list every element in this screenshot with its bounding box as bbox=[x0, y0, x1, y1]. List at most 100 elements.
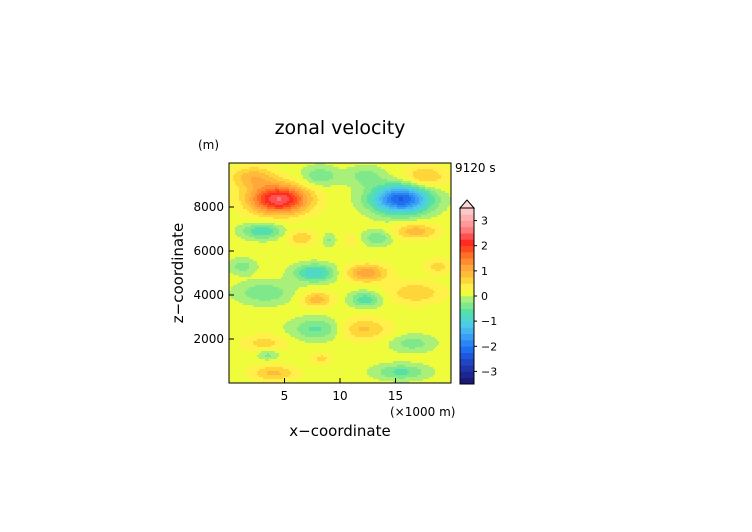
contour-cell bbox=[267, 165, 270, 168]
contour-cell bbox=[235, 217, 238, 220]
contour-cell bbox=[277, 245, 280, 248]
contour-cell bbox=[263, 183, 266, 186]
contour-cell bbox=[365, 179, 368, 182]
contour-cell bbox=[385, 197, 388, 200]
contour-cell bbox=[283, 197, 286, 200]
contour-cell bbox=[383, 173, 386, 176]
contour-cell bbox=[233, 221, 236, 224]
contour-cell bbox=[267, 235, 270, 238]
contour-cell bbox=[279, 235, 282, 238]
contour-cell bbox=[385, 227, 388, 230]
contour-cell bbox=[339, 179, 342, 182]
contour-cell bbox=[441, 243, 444, 246]
contour-cell bbox=[261, 227, 264, 230]
contour-cell bbox=[411, 219, 414, 222]
contour-cell bbox=[297, 209, 300, 212]
contour-cell bbox=[231, 237, 234, 240]
contour-cell bbox=[273, 227, 276, 230]
contour-cell bbox=[361, 211, 364, 214]
contour-cell bbox=[409, 233, 412, 236]
contour-cell bbox=[305, 219, 308, 222]
contour-cell bbox=[331, 239, 334, 242]
contour-cell bbox=[263, 227, 266, 230]
contour-cell bbox=[243, 247, 246, 250]
contour-cell bbox=[449, 191, 452, 194]
contour-cell bbox=[267, 223, 270, 226]
contour-cell bbox=[415, 209, 418, 212]
contour-cell bbox=[399, 199, 402, 202]
contour-cell bbox=[417, 251, 420, 254]
contour-cell bbox=[295, 221, 298, 224]
contour-cell bbox=[449, 245, 452, 248]
contour-cell bbox=[237, 199, 240, 202]
contour-cell bbox=[245, 205, 248, 208]
contour-cell bbox=[279, 203, 282, 206]
contour-cell bbox=[383, 225, 386, 228]
contour-cell bbox=[307, 231, 310, 234]
contour-cell bbox=[409, 239, 412, 242]
contour-cell bbox=[393, 181, 396, 184]
contour-cell bbox=[429, 249, 432, 252]
contour-cell bbox=[263, 213, 266, 216]
contour-cell bbox=[317, 225, 320, 228]
contour-cell bbox=[377, 235, 380, 238]
contour-cell bbox=[389, 207, 392, 210]
contour-cell bbox=[431, 193, 434, 196]
contour-cell bbox=[317, 213, 320, 216]
contour-cell bbox=[415, 173, 418, 176]
contour-cell bbox=[313, 211, 316, 214]
contour-cell bbox=[441, 237, 444, 240]
contour-cell bbox=[407, 189, 410, 192]
contour-cell bbox=[259, 195, 262, 198]
contour-cell bbox=[275, 183, 278, 186]
contour-cell bbox=[257, 249, 260, 252]
contour-cell bbox=[367, 211, 370, 214]
contour-cell bbox=[393, 239, 396, 242]
contour-cell bbox=[315, 203, 318, 206]
contour-cell bbox=[373, 247, 376, 250]
contour-cell bbox=[239, 229, 242, 232]
contour-cell bbox=[441, 195, 444, 198]
contour-cell bbox=[295, 215, 298, 218]
contour-cell bbox=[337, 191, 340, 194]
contour-cell bbox=[377, 189, 380, 192]
contour-cell bbox=[261, 189, 264, 192]
contour-cell bbox=[337, 207, 340, 210]
contour-cell bbox=[425, 193, 428, 196]
contour-cell bbox=[311, 227, 314, 230]
contour-cell bbox=[311, 191, 314, 194]
contour-cell bbox=[397, 199, 400, 202]
contour-cell bbox=[389, 177, 392, 180]
contour-cell bbox=[343, 181, 346, 184]
contour-cell bbox=[343, 237, 346, 240]
contour-cell bbox=[423, 223, 426, 226]
contour-cell bbox=[283, 217, 286, 220]
contour-cell bbox=[315, 221, 318, 224]
contour-cell bbox=[243, 249, 246, 252]
contour-cell bbox=[359, 179, 362, 182]
contour-cell bbox=[321, 187, 324, 190]
contour-cell bbox=[427, 225, 430, 228]
contour-cell bbox=[297, 163, 300, 166]
contour-cell bbox=[369, 177, 372, 180]
contour-cell bbox=[375, 235, 378, 238]
contour-cell bbox=[281, 207, 284, 210]
contour-cell bbox=[407, 177, 410, 180]
contour-cell bbox=[247, 239, 250, 242]
contour-cell bbox=[297, 223, 300, 226]
contour-cell bbox=[449, 239, 452, 242]
contour-cell bbox=[433, 247, 436, 250]
contour-cell bbox=[403, 203, 406, 206]
contour-cell bbox=[393, 171, 396, 174]
contour-cell bbox=[287, 235, 290, 238]
contour-cell bbox=[255, 191, 258, 194]
contour-cell bbox=[305, 175, 308, 178]
contour-cell bbox=[301, 201, 304, 204]
contour-cell bbox=[325, 215, 328, 218]
contour-cell bbox=[311, 205, 314, 208]
contour-cell bbox=[339, 249, 342, 252]
contour-cell bbox=[387, 171, 390, 174]
contour-cell bbox=[351, 193, 354, 196]
contour-cell bbox=[231, 239, 234, 242]
contour-cell bbox=[327, 229, 330, 232]
